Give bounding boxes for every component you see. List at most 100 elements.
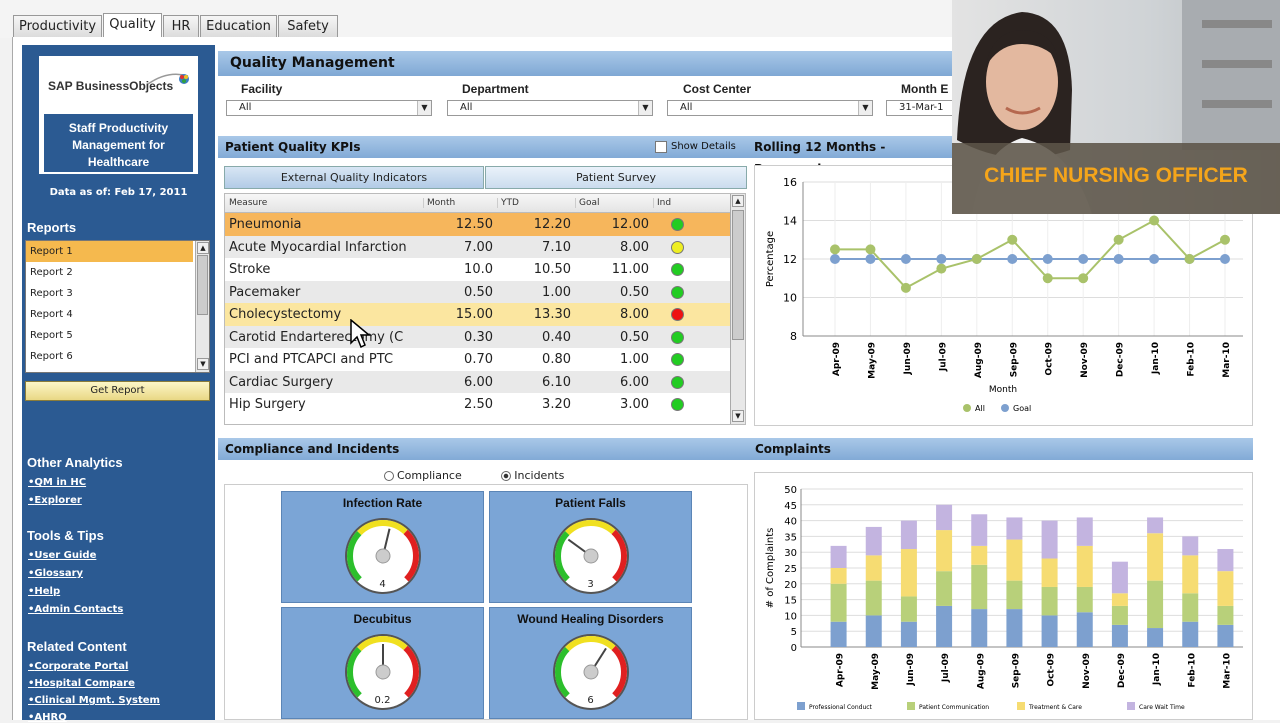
tab-patient-survey[interactable]: Patient Survey	[485, 166, 747, 189]
y-axis-label: # of Complaints	[765, 528, 776, 609]
complaints-bar-chart: 0 5 10 15 20 25 30 35 40 45 50 # of Complaints Apr-0…	[765, 485, 1243, 711]
tab-quality[interactable]: Quality	[103, 13, 162, 37]
chevron-down-icon[interactable]: ▼	[638, 101, 652, 115]
bar-segment	[1182, 555, 1199, 594]
gauge-band	[555, 646, 570, 698]
link-hospital-compare[interactable]: Hospital Compare	[28, 678, 134, 689]
table-row[interactable]: Pneumonia 12.50 12.20 12.00	[225, 213, 732, 236]
report-item[interactable]: Report 5	[30, 330, 73, 341]
bar-segment	[830, 545, 847, 568]
chevron-down-icon[interactable]: ▼	[858, 101, 872, 115]
table-row[interactable]: Cholecystectomy 15.00 13.30 8.00	[225, 303, 732, 326]
compliance-radio-group: Compliance Incidents	[384, 469, 564, 482]
link-admin-contacts[interactable]: Admin Contacts	[28, 604, 123, 615]
link-qm-in-hc[interactable]: QM in HC	[28, 477, 86, 488]
link-clinical-mgmt[interactable]: Clinical Mgmt. System	[28, 695, 160, 706]
tab-external-quality[interactable]: External Quality Indicators	[224, 166, 484, 189]
scroll-thumb[interactable]	[197, 255, 208, 315]
cell-ytd: 1.00	[542, 284, 571, 300]
bar-segment	[1041, 520, 1058, 559]
bar-segment	[1217, 624, 1234, 647]
bar-segment	[971, 564, 988, 610]
chevron-down-icon[interactable]: ▼	[417, 101, 431, 115]
y-tick-label: 16	[783, 176, 797, 189]
bar-segment	[1182, 536, 1199, 556]
link-corporate-portal[interactable]: Corporate Portal	[28, 661, 128, 672]
col-measure[interactable]: Measure	[229, 198, 268, 208]
report-item[interactable]: Report 1	[26, 241, 193, 262]
x-tick-label: Apr-09	[836, 653, 846, 687]
x-tick-label: Mar-10	[1222, 653, 1232, 689]
cell-month: 2.50	[464, 397, 493, 412]
tab-hr[interactable]: HR	[163, 15, 199, 37]
table-row[interactable]: PCI and PTCAPCI and PTC 0.70 0.80 1.00	[225, 348, 732, 371]
department-select[interactable]: All ▼	[447, 100, 653, 116]
scroll-up-icon[interactable]: ▲	[732, 195, 744, 207]
data-point	[1078, 273, 1089, 284]
link-user-guide[interactable]: User Guide	[28, 550, 96, 561]
report-list[interactable]: Report 1 Report 2 Report 3 Report 4 Repo…	[25, 240, 210, 373]
report-scrollbar[interactable]: ▲ ▼	[195, 241, 209, 372]
table-row[interactable]: Hip Surgery 2.50 3.20 3.00	[225, 393, 732, 416]
table-row[interactable]: Cardiac Surgery 6.00 6.10 6.00	[225, 370, 732, 393]
gauge-value: 4	[379, 579, 386, 590]
bar-segment	[1111, 624, 1128, 647]
link-explorer[interactable]: Explorer	[28, 495, 81, 506]
legend-swatch	[963, 404, 971, 412]
report-item[interactable]: Report 6	[30, 351, 73, 362]
tab-productivity[interactable]: Productivity	[13, 15, 102, 37]
tab-education[interactable]: Education	[200, 15, 277, 37]
scroll-down-icon[interactable]: ▼	[732, 410, 744, 422]
table-row[interactable]: Carotid Endarterectomy (C 0.30 0.40 0.50	[225, 325, 732, 348]
department-value: All	[460, 102, 473, 113]
facility-select[interactable]: All ▼	[226, 100, 432, 116]
video-caption: CHIEF NURSING OFFICER	[952, 143, 1280, 214]
bar-segment	[1006, 517, 1023, 540]
bar-segment	[971, 609, 988, 647]
month-select[interactable]: 31-Mar-1	[886, 100, 952, 116]
link-glossary[interactable]: Glossary	[28, 568, 83, 579]
cell-measure: Pacemaker	[229, 284, 301, 300]
link-ahrq[interactable]: AHRQ	[28, 712, 66, 723]
complaints-header: Complaints	[748, 438, 1253, 460]
cell-ytd: 7.10	[542, 239, 571, 255]
gauge-title: Wound Healing Disorders	[517, 612, 664, 626]
col-goal[interactable]: Goal	[575, 198, 600, 208]
gauge-hub	[375, 664, 391, 680]
report-item[interactable]: Report 4	[30, 309, 73, 320]
cost-center-select[interactable]: All ▼	[667, 100, 873, 116]
bar-segment	[865, 580, 882, 616]
bar-segment	[1041, 586, 1058, 616]
link-help[interactable]: Help	[28, 586, 60, 597]
cell-month: 6.00	[464, 374, 493, 390]
data-point	[830, 254, 840, 264]
show-details-checkbox[interactable]	[655, 141, 667, 153]
data-point	[1220, 234, 1230, 245]
col-ytd[interactable]: YTD	[497, 198, 519, 208]
get-report-button[interactable]: Get Report	[25, 381, 210, 401]
scroll-up-icon[interactable]: ▲	[197, 242, 209, 254]
table-row[interactable]: Stroke 10.0 10.50 11.00	[225, 258, 732, 281]
data-point	[900, 254, 911, 264]
scroll-thumb[interactable]	[732, 210, 744, 340]
data-point	[1007, 254, 1018, 264]
department-label: Department	[462, 82, 529, 96]
col-month[interactable]: Month	[423, 198, 455, 208]
table-row[interactable]: Acute Myocardial Infarction 7.00 7.10 8.00	[225, 235, 732, 258]
gauge-value: 0.2	[374, 695, 391, 706]
gauge-hub	[583, 548, 599, 564]
report-item[interactable]: Report 3	[30, 288, 73, 299]
cell-goal: 0.50	[620, 329, 649, 345]
col-ind[interactable]: Ind	[653, 198, 671, 208]
tab-safety[interactable]: Safety	[278, 15, 338, 37]
bar-segment	[865, 615, 882, 647]
kpi-scrollbar[interactable]: ▲ ▼	[730, 194, 745, 424]
bar-segment	[1006, 609, 1023, 647]
table-row[interactable]: Pacemaker 0.50 1.00 0.50	[225, 280, 732, 303]
radio-compliance[interactable]	[384, 471, 394, 481]
bar-segment	[1006, 539, 1023, 581]
scroll-down-icon[interactable]: ▼	[197, 358, 209, 370]
report-item[interactable]: Report 2	[30, 267, 73, 278]
cell-month: 10.0	[464, 262, 493, 277]
radio-incidents[interactable]	[501, 471, 512, 481]
